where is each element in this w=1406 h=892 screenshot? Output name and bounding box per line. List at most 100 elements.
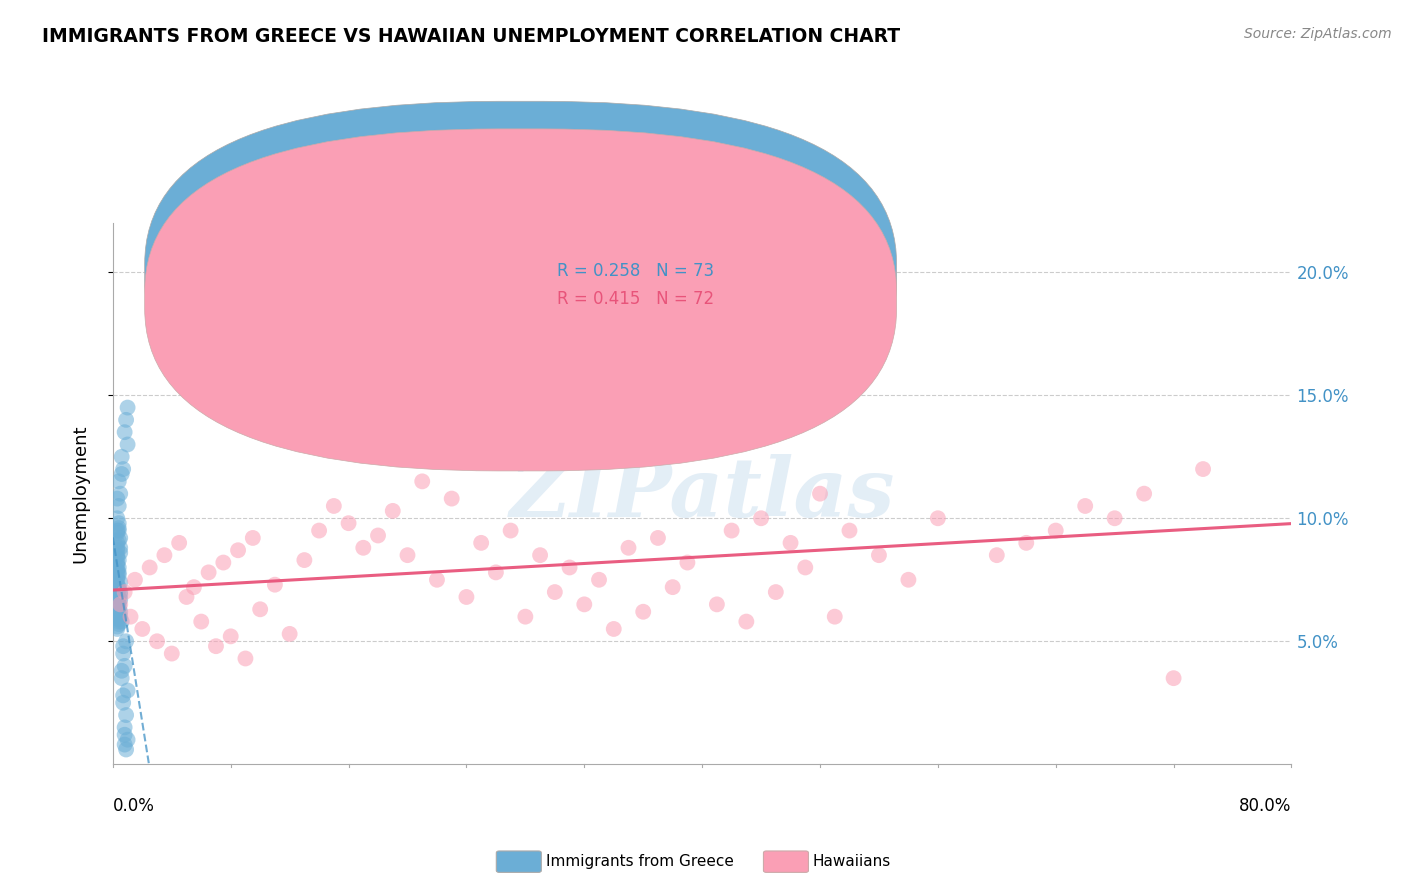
Point: [1133, 486, 1156, 500]
Point: [212, 556, 235, 570]
Point: [110, 609, 132, 624]
Point: [107, 521, 129, 535]
Point: [107, 533, 129, 548]
Point: [114, 720, 136, 734]
Point: [107, 582, 129, 597]
Point: [124, 573, 146, 587]
Point: [105, 577, 128, 591]
Point: [114, 658, 136, 673]
Point: [308, 524, 330, 538]
Point: [131, 622, 153, 636]
Point: [107, 567, 129, 582]
Point: [676, 556, 699, 570]
Point: [110, 605, 132, 619]
FancyBboxPatch shape: [145, 128, 897, 471]
Point: [146, 634, 169, 648]
Point: [105, 590, 128, 604]
Point: [749, 511, 772, 525]
Point: [117, 437, 139, 451]
Point: [105, 556, 128, 570]
Point: [117, 732, 139, 747]
Point: [176, 590, 198, 604]
Point: [544, 585, 567, 599]
Text: IMMIGRANTS FROM GREECE VS HAWAIIAN UNEMPLOYMENT CORRELATION CHART: IMMIGRANTS FROM GREECE VS HAWAIIAN UNEMP…: [42, 27, 900, 45]
Point: [110, 588, 132, 602]
Point: [153, 548, 176, 562]
Point: [105, 558, 128, 572]
Point: [110, 585, 132, 599]
Point: [986, 548, 1008, 562]
Point: [868, 548, 890, 562]
Point: [115, 634, 138, 648]
Point: [1045, 524, 1067, 538]
Point: [105, 563, 128, 577]
Point: [110, 575, 132, 590]
Point: [603, 622, 626, 636]
Point: [105, 607, 128, 622]
Point: [794, 560, 817, 574]
Point: [112, 696, 135, 710]
Point: [111, 671, 134, 685]
Point: [529, 548, 551, 562]
FancyBboxPatch shape: [145, 102, 897, 443]
Point: [111, 615, 134, 629]
Point: [381, 504, 404, 518]
Point: [226, 543, 249, 558]
Point: [352, 541, 374, 555]
Point: [120, 609, 142, 624]
Point: [107, 595, 129, 609]
Point: [107, 499, 129, 513]
Point: [235, 651, 257, 665]
Point: [160, 647, 183, 661]
Point: [107, 612, 129, 626]
Point: [105, 619, 128, 633]
Y-axis label: Unemployment: Unemployment: [72, 425, 89, 563]
Point: [1074, 499, 1097, 513]
Point: [112, 639, 135, 653]
Text: ZIPatlas: ZIPatlas: [509, 454, 894, 533]
Point: [105, 622, 128, 636]
Point: [647, 531, 669, 545]
Text: 0.0%: 0.0%: [112, 797, 155, 814]
Point: [183, 580, 205, 594]
Point: [105, 566, 128, 580]
Point: [111, 664, 134, 678]
Point: [111, 450, 134, 464]
Text: Source: ZipAtlas.com: Source: ZipAtlas.com: [1244, 27, 1392, 41]
Point: [190, 615, 212, 629]
Point: [107, 475, 129, 489]
Point: [107, 580, 129, 594]
Point: [499, 524, 522, 538]
Point: [205, 639, 228, 653]
Point: [765, 585, 787, 599]
Point: [515, 609, 537, 624]
Point: [440, 491, 463, 506]
Point: [138, 560, 160, 574]
Point: [824, 609, 846, 624]
Point: [114, 728, 136, 742]
Point: [112, 462, 135, 476]
Point: [426, 573, 449, 587]
Point: [107, 553, 129, 567]
Point: [264, 577, 287, 591]
Point: [107, 590, 129, 604]
Text: R = 0.258   N = 73: R = 0.258 N = 73: [557, 261, 714, 280]
Point: [105, 536, 128, 550]
Point: [249, 602, 271, 616]
Point: [574, 598, 596, 612]
Point: [720, 524, 742, 538]
Point: [105, 524, 128, 538]
Point: [456, 590, 478, 604]
Point: [111, 467, 134, 481]
Point: [110, 541, 132, 555]
Point: [105, 526, 128, 541]
Point: [1163, 671, 1185, 685]
Point: [105, 550, 128, 565]
Point: [617, 541, 640, 555]
Point: [112, 689, 135, 703]
Point: [107, 602, 129, 616]
Point: [661, 580, 683, 594]
Point: [115, 742, 138, 756]
Point: [927, 511, 949, 525]
Text: Hawaiians: Hawaiians: [813, 855, 891, 869]
